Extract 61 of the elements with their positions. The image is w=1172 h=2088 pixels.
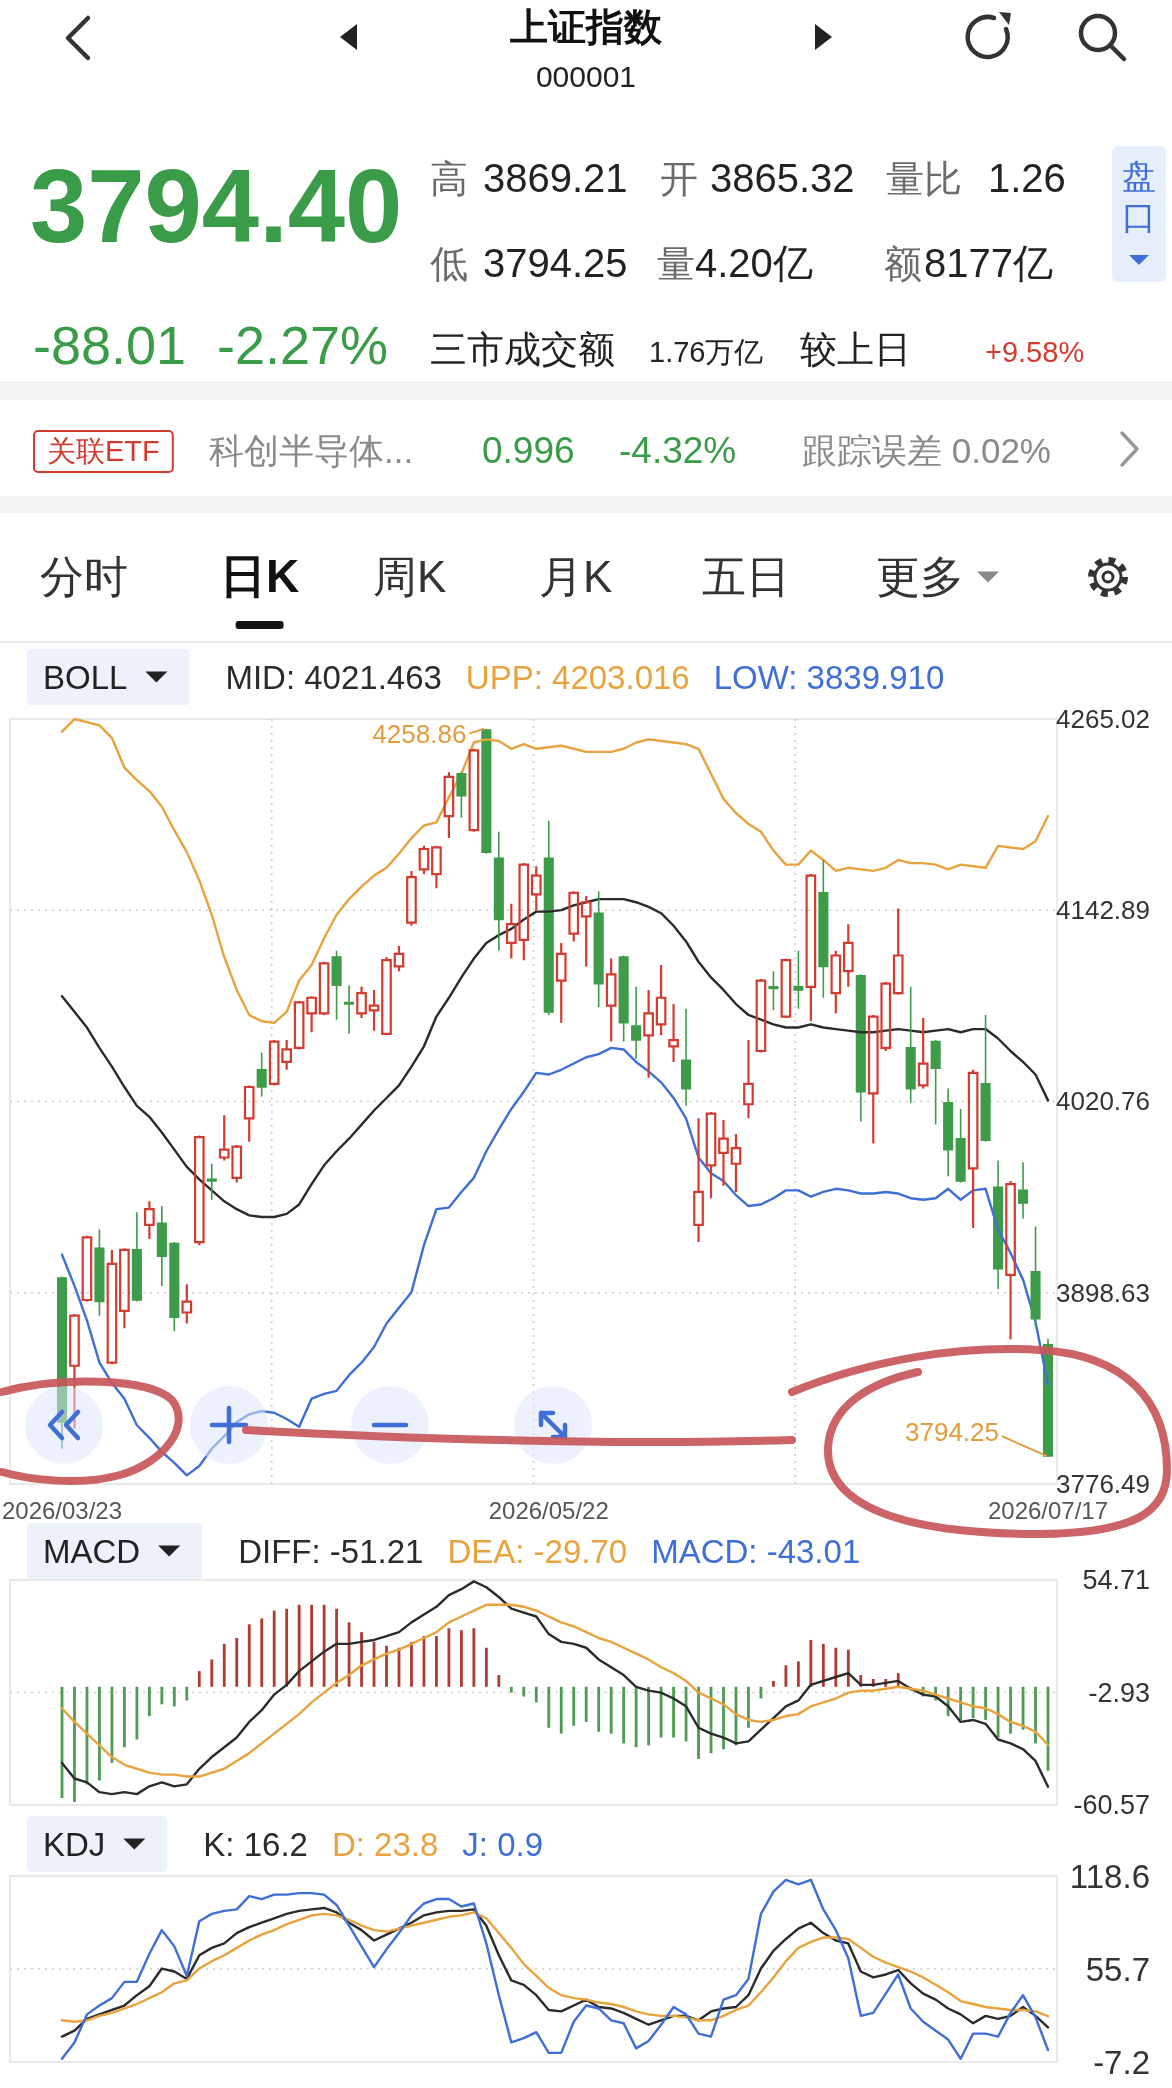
text: 高 bbox=[430, 158, 468, 200]
text: MACD: -43.01 bbox=[651, 1532, 861, 1570]
text: 000001 bbox=[535, 60, 637, 93]
text: LOW: 3839.910 bbox=[713, 658, 945, 696]
text: 上证指数 bbox=[510, 6, 663, 48]
x-tick-label: 2026/03/23 bbox=[1, 1496, 123, 1524]
y-tick-label: 3898.63 bbox=[1056, 1277, 1150, 1308]
y-tick-label: 118.6 bbox=[1069, 1857, 1150, 1895]
series-label: DEA: -29.70 bbox=[447, 1532, 628, 1570]
text: 低 bbox=[430, 243, 468, 285]
legend-title: KDJ bbox=[43, 1825, 106, 1863]
legend-title: MACD bbox=[43, 1532, 141, 1570]
y-tick-label: -2.93 bbox=[1088, 1677, 1150, 1708]
text: 0.996 bbox=[482, 430, 575, 471]
text: 周K bbox=[373, 552, 447, 601]
text: -2.27% bbox=[217, 315, 389, 375]
text: 跟踪误差 0.02% bbox=[802, 431, 1051, 470]
y-tick-label: 55.7 bbox=[1085, 1950, 1150, 1988]
legend-label: DIFF: -51.21 bbox=[238, 1532, 424, 1570]
text: 4.20亿 bbox=[695, 241, 813, 285]
y-tick-label: 4020.76 bbox=[1056, 1086, 1150, 1117]
text: 五日 bbox=[702, 552, 790, 601]
series-label: D: 23.8 bbox=[331, 1825, 439, 1863]
legend-label: K: 16.2 bbox=[203, 1825, 308, 1863]
text: 1.26 bbox=[988, 156, 1066, 200]
text: 量 bbox=[657, 243, 695, 285]
y-tick-label: 54.71 bbox=[1082, 1565, 1150, 1595]
text: 1.76万亿 bbox=[649, 336, 764, 368]
annotation: 4258.86 bbox=[372, 718, 467, 749]
x-tick-label: 2026/05/22 bbox=[488, 1496, 609, 1524]
legend-title: BOLL bbox=[43, 658, 128, 696]
text: 额 bbox=[884, 243, 922, 285]
y-tick-label: -7.2 bbox=[1093, 2043, 1150, 2081]
annotation: 3794.25 bbox=[905, 1417, 999, 1448]
text: 3794.40 bbox=[30, 149, 403, 264]
y-tick-label: 4265.02 bbox=[1056, 704, 1150, 734]
text: 3865.32 bbox=[710, 156, 855, 200]
text: 更多 bbox=[876, 552, 964, 601]
y-tick-label: -60.57 bbox=[1073, 1790, 1150, 1820]
text: 科创半导体... bbox=[209, 431, 414, 470]
text: 三市成交额 bbox=[430, 329, 615, 370]
text: 日K bbox=[220, 550, 300, 602]
y-tick-label: 4142.89 bbox=[1056, 895, 1150, 926]
text: 3794.25 bbox=[483, 241, 628, 285]
text: -88.01 bbox=[33, 315, 187, 375]
text: 较上日 bbox=[800, 329, 911, 370]
text: 开 bbox=[660, 158, 698, 200]
x-tick-label: 2026/07/17 bbox=[987, 1496, 1109, 1524]
text: 量比 bbox=[886, 158, 962, 200]
text: 3869.21 bbox=[483, 156, 628, 200]
y-tick-label: 3776.49 bbox=[1056, 1469, 1150, 1499]
text: 8177亿 bbox=[924, 241, 1053, 285]
text: -4.32% bbox=[619, 430, 737, 471]
legend-label: MID: 4021.463 bbox=[225, 658, 442, 696]
text: 关联ETF bbox=[47, 435, 160, 467]
text: +9.58% bbox=[985, 336, 1085, 368]
series-label: J: 0.9 bbox=[462, 1825, 544, 1863]
text: 盘口 bbox=[1122, 157, 1156, 236]
series-label: UPP: 4203.016 bbox=[465, 658, 690, 696]
text: 分时 bbox=[40, 552, 128, 601]
text: 月K bbox=[539, 552, 613, 601]
